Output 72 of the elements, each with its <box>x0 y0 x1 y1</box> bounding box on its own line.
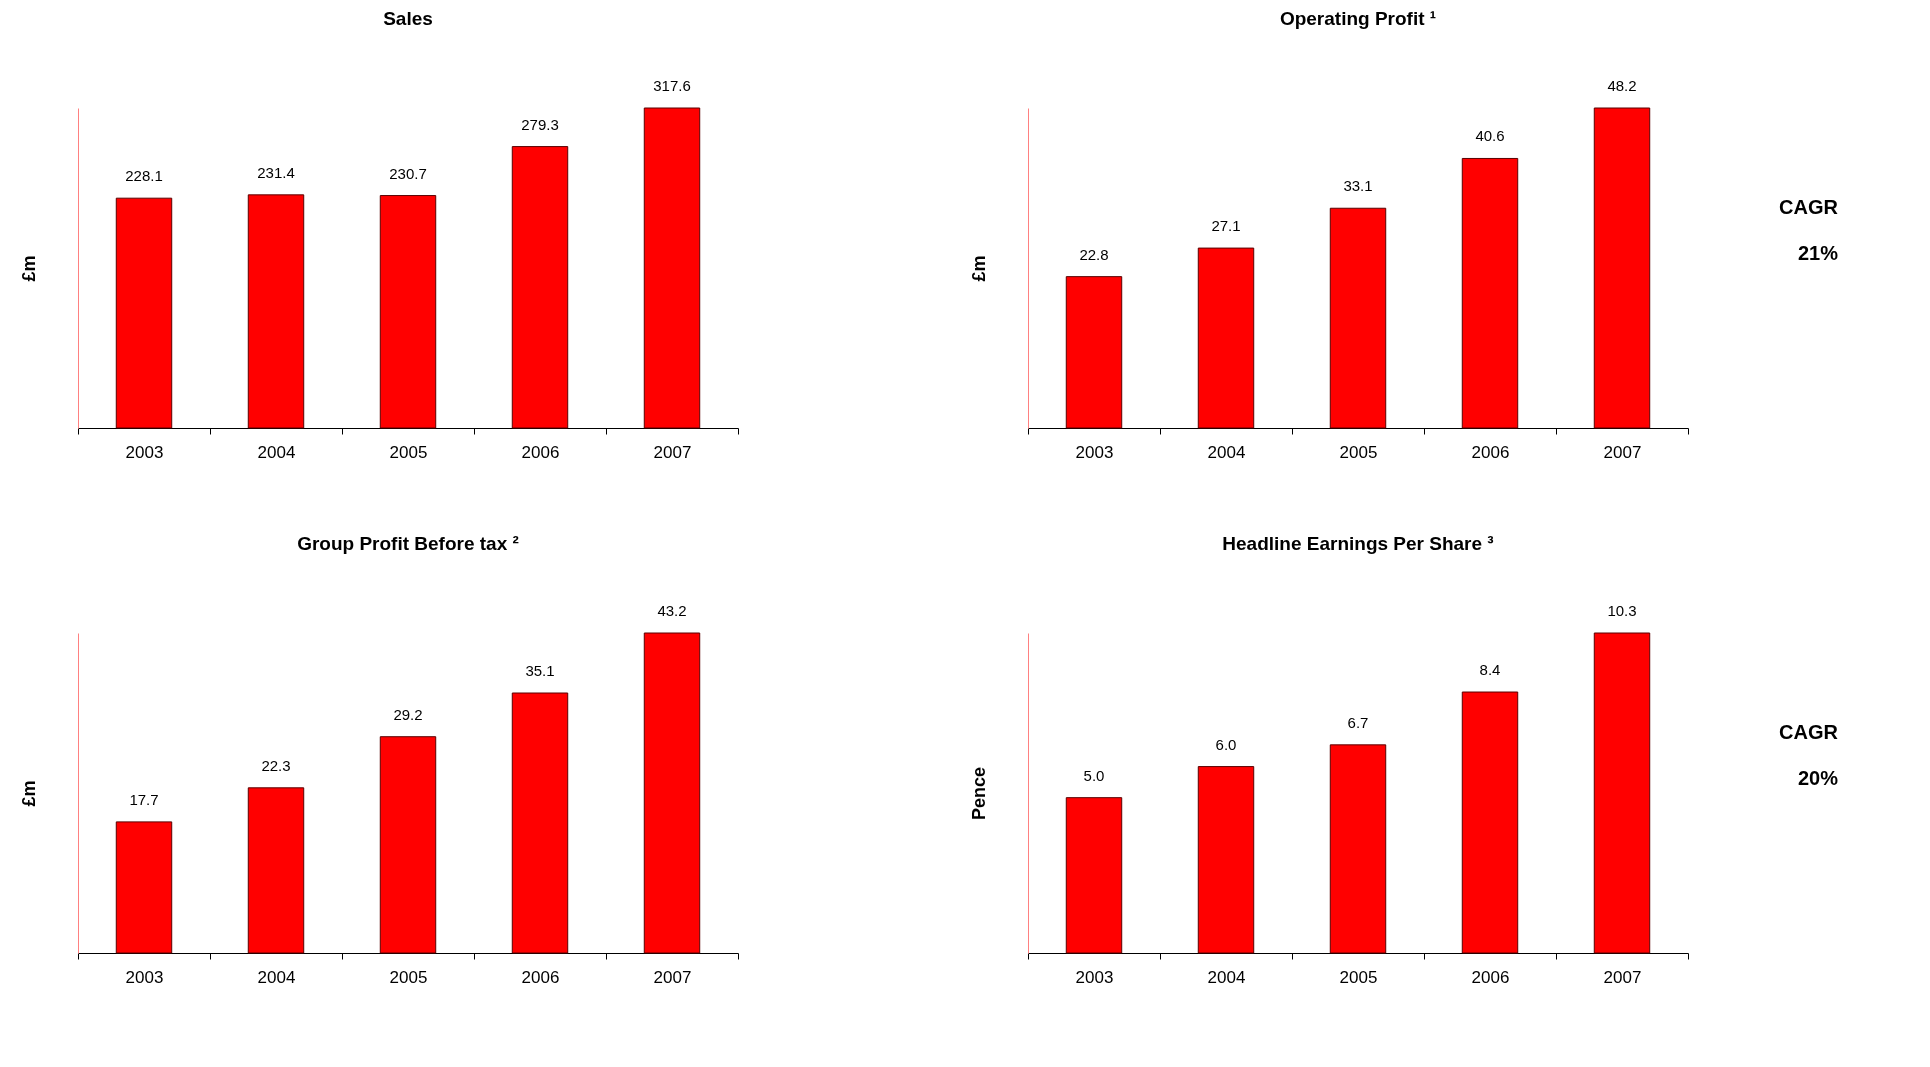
data-label: 17.7 <box>129 790 159 808</box>
chart-title: Sales <box>383 8 433 29</box>
x-tick-label: 2004 <box>1207 967 1246 987</box>
bar <box>1593 632 1651 954</box>
bar <box>1593 107 1651 429</box>
x-tick-label: 2006 <box>521 442 560 462</box>
x-tick-label: 2003 <box>1075 967 1114 987</box>
bar <box>247 787 305 954</box>
x-tick-label: 2007 <box>1603 442 1642 462</box>
x-tick-label: 2003 <box>125 967 164 987</box>
text: CAGR <box>1779 721 1839 743</box>
data-label: 48.2 <box>1607 77 1637 94</box>
bar <box>1065 797 1123 954</box>
bar <box>643 107 701 429</box>
data-label: 228.1 <box>125 167 163 185</box>
x-tick-label: 2007 <box>1603 967 1642 987</box>
bar <box>643 632 701 954</box>
chart-title: Operating Profit ¹ <box>1279 8 1437 29</box>
x-tick-label: 2004 <box>1207 442 1246 462</box>
data-label: 5.0 <box>1083 766 1105 784</box>
x-tick-label: 2004 <box>257 967 296 987</box>
y-axis-title: Pence <box>968 766 989 821</box>
data-label: 279.3 <box>521 115 559 133</box>
x-tick-label: 2003 <box>125 442 164 462</box>
text: 21% <box>1797 242 1839 264</box>
text: 20% <box>1797 767 1839 789</box>
bar <box>1329 744 1387 954</box>
data-label: 22.3 <box>261 756 291 774</box>
bar <box>115 821 173 954</box>
text: CAGR <box>1779 196 1839 218</box>
data-label: 29.2 <box>393 705 423 723</box>
bar <box>1065 276 1123 429</box>
x-tick-label: 2007 <box>653 967 692 987</box>
chart-title: Group Profit Before tax ² <box>297 533 519 554</box>
x-tick-label: 2007 <box>653 442 692 462</box>
data-label: 231.4 <box>257 163 295 181</box>
bar <box>1197 247 1255 429</box>
bar <box>1329 207 1387 429</box>
data-label: 317.6 <box>653 77 691 94</box>
data-label: 35.1 <box>525 662 555 679</box>
y-axis-title: £m <box>968 255 989 282</box>
x-tick-label: 2006 <box>1471 967 1510 987</box>
y-axis-title: £m <box>18 255 39 282</box>
bar <box>1197 766 1255 954</box>
x-tick-label: 2006 <box>1471 442 1510 462</box>
bar <box>379 195 437 429</box>
data-label: 43.2 <box>657 602 687 619</box>
x-tick-label: 2003 <box>1075 442 1114 462</box>
data-label: 8.4 <box>1479 661 1501 679</box>
data-label: 22.8 <box>1079 245 1109 263</box>
bar <box>1461 157 1519 429</box>
x-tick-label: 2005 <box>389 442 428 462</box>
bar <box>247 194 305 429</box>
y-axis-title: £m <box>18 780 39 807</box>
chart-title: Headline Earnings Per Share ³ <box>1222 533 1494 554</box>
data-label: 6.0 <box>1215 735 1237 753</box>
bar <box>379 736 437 954</box>
x-tick-label: 2006 <box>521 967 560 987</box>
bar <box>1461 691 1519 954</box>
x-tick-label: 2005 <box>1339 442 1378 462</box>
data-label: 10.3 <box>1607 602 1637 619</box>
data-label: 27.1 <box>1211 217 1241 235</box>
bar <box>511 146 569 429</box>
bar <box>511 692 569 954</box>
data-label: 40.6 <box>1475 127 1505 145</box>
x-tick-label: 2004 <box>257 442 296 462</box>
x-tick-label: 2005 <box>1339 967 1378 987</box>
data-label: 33.1 <box>1343 177 1373 195</box>
data-label: 6.7 <box>1347 713 1369 731</box>
data-label: 230.7 <box>389 164 427 182</box>
bar <box>115 197 173 429</box>
x-tick-label: 2005 <box>389 967 428 987</box>
